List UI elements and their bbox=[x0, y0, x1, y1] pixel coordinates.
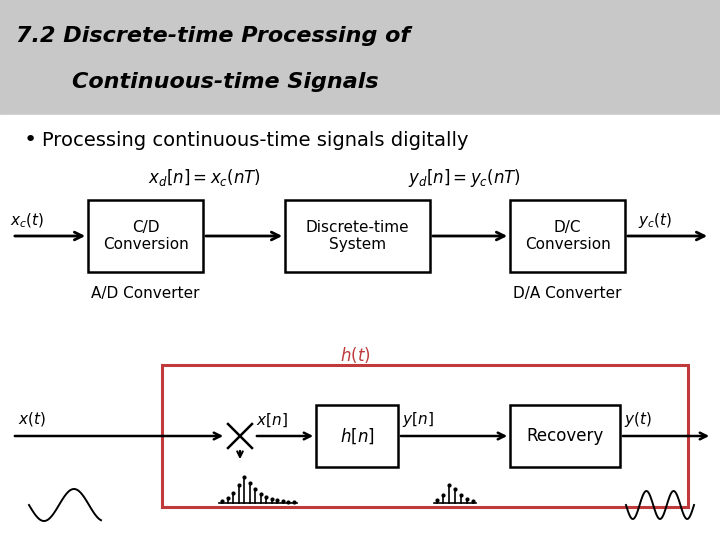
Bar bbox=[0, 115, 720, 540]
Bar bbox=[0, 0, 720, 115]
Text: C/D
Conversion: C/D Conversion bbox=[103, 220, 189, 252]
Text: $x(t)$: $x(t)$ bbox=[18, 410, 46, 428]
Bar bbox=[510, 200, 625, 272]
Text: •: • bbox=[24, 130, 37, 150]
Text: A/D Converter: A/D Converter bbox=[91, 286, 199, 301]
Text: Processing continuous-time signals digitally: Processing continuous-time signals digit… bbox=[42, 131, 469, 150]
Bar bbox=[285, 200, 430, 272]
Text: D/A Converter: D/A Converter bbox=[513, 286, 622, 301]
Bar bbox=[162, 365, 688, 507]
Bar bbox=[510, 405, 620, 467]
Text: Continuous-time Signals: Continuous-time Signals bbox=[72, 72, 379, 92]
Text: $h(t)$: $h(t)$ bbox=[340, 345, 370, 365]
Text: D/C
Conversion: D/C Conversion bbox=[525, 220, 611, 252]
Text: $y_c(t)$: $y_c(t)$ bbox=[638, 211, 672, 230]
Text: $x_d[n]{=}x_c(nT)$: $x_d[n]{=}x_c(nT)$ bbox=[148, 167, 261, 188]
Text: $h[n]$: $h[n]$ bbox=[340, 426, 374, 445]
Text: $x_c(t)$: $x_c(t)$ bbox=[10, 212, 44, 230]
Text: $y_d[n]{=}y_c(nT)$: $y_d[n]{=}y_c(nT)$ bbox=[408, 167, 521, 189]
Text: Discrete-time
System: Discrete-time System bbox=[306, 220, 409, 252]
Text: 7.2 Discrete-time Processing of: 7.2 Discrete-time Processing of bbox=[16, 26, 410, 46]
Text: Recovery: Recovery bbox=[526, 427, 603, 445]
Bar bbox=[316, 405, 398, 467]
Bar bbox=[88, 200, 203, 272]
Text: $y[n]$: $y[n]$ bbox=[402, 410, 433, 429]
Text: $x[n]$: $x[n]$ bbox=[256, 411, 288, 429]
Text: $y(t)$: $y(t)$ bbox=[624, 410, 652, 429]
